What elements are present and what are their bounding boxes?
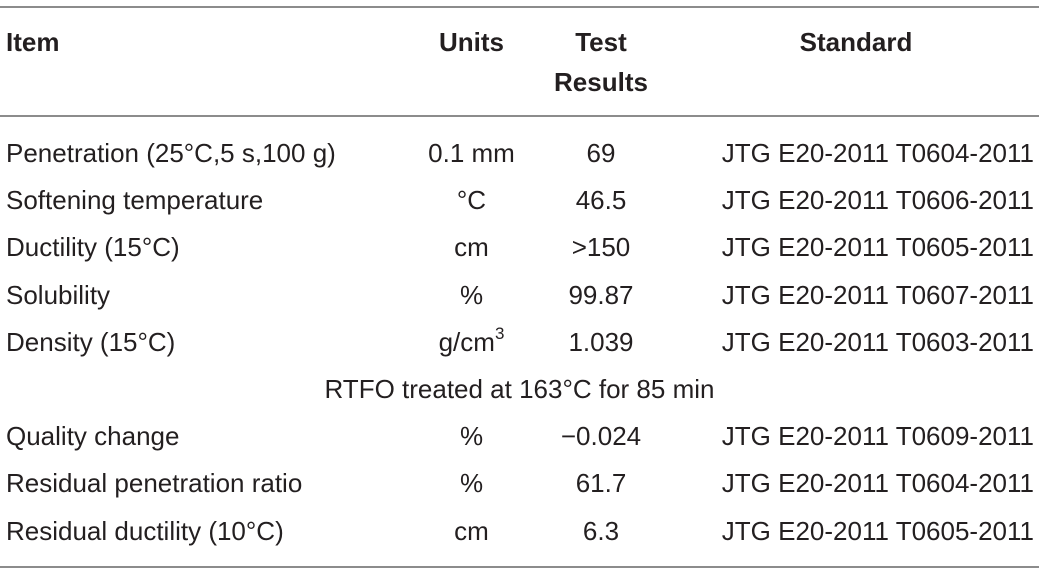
header-units: Units <box>439 27 504 57</box>
table-row: Residual penetration ratio % 61.7 JTG E2… <box>0 460 1039 507</box>
table-row: Solubility % 99.87 JTG E20-2011 T0607-20… <box>0 272 1039 319</box>
cell-result: >150 <box>571 232 631 263</box>
table-row: Softening temperature °C 46.5 JTG E20-20… <box>0 177 1039 224</box>
header-rule <box>0 115 1039 117</box>
cell-standard: JTG E20-2011 T0604-2011 <box>721 468 1034 499</box>
cell-item: Penetration (25°C,5 s,100 g) <box>6 138 336 168</box>
header-test-results-line1: Test <box>575 27 627 57</box>
cell-item: Residual ductility (10°C) <box>6 515 284 546</box>
cell-standard: JTG E20-2011 T0604-2011 <box>721 138 1034 168</box>
cell-units: % <box>459 279 484 310</box>
cell-result: −0.024 <box>560 421 642 452</box>
table-row: Residual ductility (10°C) cm 6.3 JTG E20… <box>0 508 1039 555</box>
cell-units: °C <box>456 185 487 216</box>
cell-result: 6.3 <box>582 515 620 546</box>
section-row: RTFO treated at 163°C for 85 min <box>0 366 1039 413</box>
cell-result: 99.87 <box>568 279 634 310</box>
cell-standard: JTG E20-2011 T0605-2011 <box>721 515 1034 546</box>
cell-standard: JTG E20-2011 T0606-2011 <box>721 185 1034 216</box>
table-row: Penetration (25°C,5 s,100 g) 0.1 mm 69 J… <box>0 130 1039 177</box>
bottom-rule <box>0 566 1039 568</box>
table-row: Quality change % −0.024 JTG E20-2011 T06… <box>0 413 1039 460</box>
cell-item: Softening temperature <box>6 185 264 216</box>
cell-result: 46.5 <box>575 185 627 216</box>
cell-standard: JTG E20-2011 T0605-2011 <box>721 232 1034 263</box>
cell-standard: JTG E20-2011 T0609-2011 <box>721 421 1034 452</box>
cell-item: Quality change <box>6 421 180 452</box>
cell-result: 1.039 <box>568 326 634 357</box>
cell-item: Solubility <box>6 279 111 310</box>
cell-units: g/cm3 <box>438 324 505 357</box>
table-row: Density (15°C) g/cm3 1.039 JTG E20-2011 … <box>0 319 1039 366</box>
cell-standard: JTG E20-2011 T0603-2011 <box>721 326 1034 357</box>
cell-units: cm <box>454 515 489 546</box>
cell-item: Density (15°C) <box>6 326 176 357</box>
header-standard: Standard <box>799 27 913 57</box>
header-test-results: Test Results <box>540 22 662 102</box>
cell-units: % <box>459 421 484 452</box>
cell-item: Ductility (15°C) <box>6 232 180 263</box>
cell-result: 69 <box>586 138 616 168</box>
units-superscript: 3 <box>494 324 505 344</box>
top-rule <box>0 6 1039 8</box>
table-row: Ductility (15°C) cm >150 JTG E20-2011 T0… <box>0 224 1039 271</box>
header-test-results-line2: Results <box>554 67 648 97</box>
cell-standard: JTG E20-2011 T0607-2011 <box>721 279 1034 310</box>
cell-units: cm <box>454 232 489 263</box>
table-body: Penetration (25°C,5 s,100 g) 0.1 mm 69 J… <box>0 130 1039 555</box>
cell-result: 61.7 <box>575 468 627 499</box>
cell-units: 0.1 mm <box>428 138 515 168</box>
cell-item: Residual penetration ratio <box>6 468 303 499</box>
section-label: RTFO treated at 163°C for 85 min <box>324 373 715 404</box>
header-item: Item <box>6 27 60 57</box>
cell-units: % <box>459 468 484 499</box>
